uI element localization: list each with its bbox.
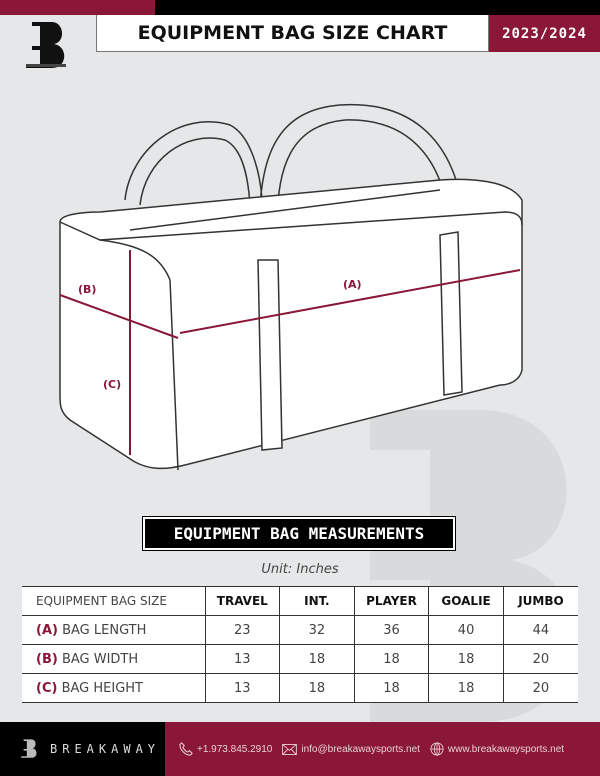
label-a: (A) xyxy=(343,278,362,291)
label-b: (B) xyxy=(78,283,96,296)
footer-brand: BREAKAWAY xyxy=(0,722,165,776)
row-code: (C) xyxy=(36,680,58,696)
table-header-row: EQUIPMENT BAG SIZE TRAVEL INT. PLAYER GO… xyxy=(22,586,578,616)
table-cell: 32 xyxy=(279,615,355,645)
row-code: (B) xyxy=(36,651,58,667)
table-row: (C) BAG HEIGHT 13 18 18 18 20 xyxy=(22,673,578,703)
table-cell: 20 xyxy=(502,644,578,674)
website-url: www.breakawaysports.net xyxy=(447,743,565,755)
row-label: (C) BAG HEIGHT xyxy=(22,673,206,703)
website-contact[interactable]: www.breakawaysports.net xyxy=(430,742,564,756)
column-header: JUMBO xyxy=(502,586,578,616)
phone-icon xyxy=(179,742,193,756)
table-cell: 18 xyxy=(428,673,504,703)
footer-contact: +1.973.845.2910 info@breakawaysports.net… xyxy=(165,722,600,776)
breakaway-logo-small xyxy=(21,739,37,758)
email-icon xyxy=(282,743,298,755)
table-cell: 18 xyxy=(353,673,430,703)
bag-handle-left xyxy=(124,121,263,201)
row-label: (B) BAG WIDTH xyxy=(22,644,206,674)
table-cell: 23 xyxy=(204,615,281,645)
table-cell: 44 xyxy=(502,615,578,645)
bag-diagram: (B) (A) (C) xyxy=(59,103,523,471)
table-cell: 13 xyxy=(204,644,281,674)
phone-number: +1.973.845.2910 xyxy=(197,743,273,755)
table-cell: 36 xyxy=(353,615,430,645)
table-cell: 18 xyxy=(353,644,430,674)
section-title: EQUIPMENT BAG MEASUREMENTS xyxy=(142,516,456,551)
table-cell: 13 xyxy=(204,673,281,703)
label-c: (C) xyxy=(103,378,121,391)
email-address: info@breakawaysports.net xyxy=(301,743,420,755)
phone-contact[interactable]: +1.973.845.2910 xyxy=(179,742,272,756)
size-table: EQUIPMENT BAG SIZE TRAVEL INT. PLAYER GO… xyxy=(22,586,578,703)
brand-name: BREAKAWAY xyxy=(50,742,161,756)
globe-icon xyxy=(430,742,444,756)
table-cell: 18 xyxy=(428,644,504,674)
email-contact[interactable]: info@breakawaysports.net xyxy=(282,743,420,755)
table-cell: 20 xyxy=(502,673,578,703)
row-label: (A) BAG LENGTH xyxy=(22,615,206,645)
row-code: (A) xyxy=(36,622,58,638)
column-header: INT. xyxy=(279,586,355,616)
row-label-text: BAG WIDTH xyxy=(61,651,139,667)
column-header: PLAYER xyxy=(353,586,430,616)
column-header: TRAVEL xyxy=(204,586,281,616)
table-cell: 40 xyxy=(428,615,504,645)
unit-label: Unit: Inches xyxy=(261,562,339,577)
season-label: 2023/2024 xyxy=(489,15,600,52)
page-title: EQUIPMENT BAG SIZE CHART xyxy=(96,15,489,52)
row-label-text: BAG HEIGHT xyxy=(61,680,143,696)
bag-handle-right xyxy=(258,103,466,251)
table-cell: 18 xyxy=(279,673,355,703)
table-row: (B) BAG WIDTH 13 18 18 18 20 xyxy=(22,644,578,674)
table-row: (A) BAG LENGTH 23 32 36 40 44 xyxy=(22,615,578,645)
column-header: GOALIE xyxy=(428,586,504,616)
column-header: EQUIPMENT BAG SIZE xyxy=(22,586,206,616)
top-bar xyxy=(155,0,600,15)
table-cell: 18 xyxy=(279,644,355,674)
breakaway-logo xyxy=(26,22,66,68)
top-bar-accent xyxy=(0,0,155,15)
row-label-text: BAG LENGTH xyxy=(62,622,147,638)
